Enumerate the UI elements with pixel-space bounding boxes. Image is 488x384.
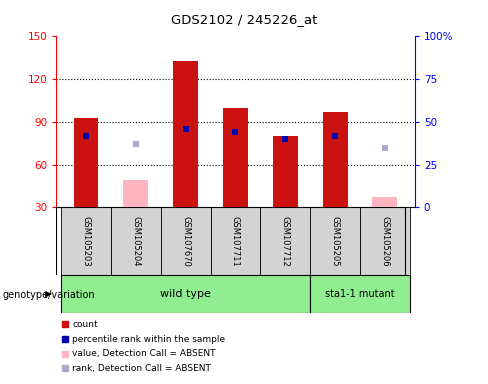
Bar: [360, 207, 410, 275]
Bar: [210, 207, 261, 275]
Text: rank, Detection Call = ABSENT: rank, Detection Call = ABSENT: [72, 364, 211, 373]
Text: GSM105203: GSM105203: [81, 216, 90, 266]
Text: sta1-1 mutant: sta1-1 mutant: [325, 289, 395, 299]
Point: [381, 144, 389, 151]
Text: GSM105205: GSM105205: [330, 216, 340, 266]
Text: GSM105206: GSM105206: [381, 216, 389, 266]
Text: GSM107712: GSM107712: [281, 215, 290, 266]
Point: [82, 132, 90, 139]
Point: [282, 136, 289, 142]
Point: [182, 126, 189, 132]
Bar: [111, 207, 161, 275]
Text: GSM105204: GSM105204: [131, 216, 141, 266]
Point: [232, 129, 240, 135]
Bar: [61, 275, 310, 313]
Bar: [223, 108, 248, 207]
Text: GSM107711: GSM107711: [231, 215, 240, 266]
Text: count: count: [72, 320, 98, 329]
Text: GDS2102 / 245226_at: GDS2102 / 245226_at: [171, 13, 317, 26]
Text: GSM107670: GSM107670: [181, 215, 190, 266]
Bar: [372, 197, 397, 207]
Bar: [61, 207, 111, 275]
Bar: [123, 180, 148, 207]
Text: genotype/variation: genotype/variation: [2, 290, 95, 300]
Point: [331, 132, 339, 139]
Bar: [74, 118, 99, 207]
Bar: [310, 275, 410, 313]
Bar: [161, 207, 210, 275]
Bar: [261, 207, 310, 275]
Bar: [323, 112, 347, 207]
Point: [132, 141, 140, 147]
Bar: [310, 207, 360, 275]
Bar: [273, 136, 298, 207]
Text: wild type: wild type: [160, 289, 211, 299]
Bar: [173, 61, 198, 207]
Text: percentile rank within the sample: percentile rank within the sample: [72, 334, 225, 344]
Text: value, Detection Call = ABSENT: value, Detection Call = ABSENT: [72, 349, 216, 358]
